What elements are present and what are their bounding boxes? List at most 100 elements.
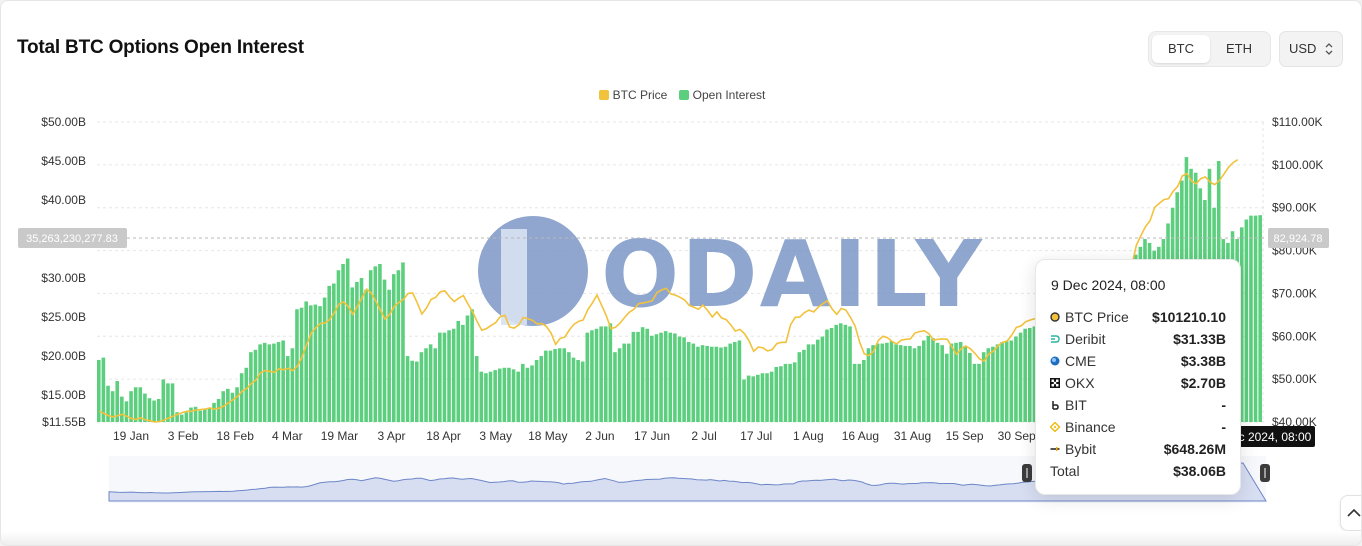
open-interest-bar[interactable] (447, 330, 451, 422)
open-interest-bar[interactable] (230, 392, 235, 422)
open-interest-bar[interactable] (97, 359, 101, 422)
open-interest-bar[interactable] (336, 270, 341, 422)
open-interest-bar[interactable] (244, 367, 249, 422)
open-interest-bar[interactable] (636, 331, 640, 422)
open-interest-bar[interactable] (599, 326, 603, 422)
open-interest-bar[interactable] (203, 409, 207, 422)
open-interest-bar[interactable] (792, 362, 797, 422)
open-interest-bar[interactable] (226, 388, 230, 422)
open-interest-bar[interactable] (696, 346, 700, 422)
open-interest-bar[interactable] (534, 359, 539, 422)
open-interest-bar[interactable] (820, 336, 825, 422)
open-interest-bar[interactable] (285, 356, 290, 422)
open-interest-bar[interactable] (525, 367, 530, 422)
open-interest-bar[interactable] (885, 342, 889, 422)
open-interest-bar[interactable] (133, 387, 138, 422)
open-interest-bar[interactable] (530, 365, 534, 422)
open-interest-bar[interactable] (442, 332, 447, 422)
open-interest-bar[interactable] (742, 379, 746, 422)
open-interest-bar[interactable] (825, 329, 829, 422)
open-interest-bar[interactable] (410, 360, 414, 422)
open-interest-bar[interactable] (267, 344, 272, 422)
open-interest-bar[interactable] (1000, 342, 1004, 422)
open-interest-bar[interactable] (198, 410, 202, 422)
open-interest-bar[interactable] (622, 343, 626, 422)
open-interest-bar[interactable] (806, 344, 811, 422)
open-interest-bar[interactable] (401, 262, 405, 422)
open-interest-bar[interactable] (871, 345, 875, 422)
open-interest-bar[interactable] (249, 352, 253, 422)
open-interest-bar[interactable] (511, 369, 516, 422)
open-interest-bar[interactable] (438, 332, 442, 422)
open-interest-bar[interactable] (926, 335, 931, 422)
open-interest-bar[interactable] (299, 307, 304, 422)
open-interest-bar[interactable] (880, 343, 885, 422)
open-interest-bar[interactable] (815, 339, 820, 422)
open-interest-bar[interactable] (470, 309, 474, 422)
open-interest-bar[interactable] (788, 363, 792, 422)
open-interest-bar[interactable] (627, 343, 631, 422)
open-interest-bar[interactable] (124, 401, 129, 422)
open-interest-bar[interactable] (1014, 336, 1018, 422)
open-interest-bar[interactable] (760, 373, 765, 422)
open-interest-bar[interactable] (954, 342, 958, 422)
open-interest-bar[interactable] (986, 348, 991, 422)
open-interest-bar[interactable] (981, 352, 986, 422)
open-interest-bar[interactable] (170, 383, 175, 422)
open-interest-bar[interactable] (903, 345, 908, 422)
open-interest-bar[interactable] (1009, 340, 1014, 422)
currency-select[interactable]: USD (1279, 31, 1343, 67)
open-interest-bar[interactable] (576, 359, 580, 422)
open-interest-bar[interactable] (995, 344, 1000, 422)
open-interest-bar[interactable] (350, 287, 355, 422)
open-interest-bar[interactable] (839, 323, 843, 422)
open-interest-bar[interactable] (262, 342, 267, 422)
open-interest-bar[interactable] (184, 412, 189, 422)
open-interest-bar[interactable] (719, 347, 723, 422)
open-interest-bar[interactable] (852, 363, 857, 422)
open-interest-bar[interactable] (175, 412, 179, 422)
open-interest-bar[interactable] (889, 341, 894, 422)
open-interest-bar[interactable] (811, 344, 815, 422)
open-interest-bar[interactable] (797, 352, 802, 422)
open-interest-bar[interactable] (940, 345, 944, 422)
open-interest-bar[interactable] (387, 289, 391, 422)
open-interest-bar[interactable] (479, 371, 484, 422)
open-interest-bar[interactable] (829, 327, 834, 422)
open-interest-bar[interactable] (650, 335, 654, 422)
open-interest-bar[interactable] (645, 328, 650, 422)
open-interest-bar[interactable] (834, 324, 838, 422)
open-interest-bar[interactable] (774, 366, 779, 422)
open-interest-bar[interactable] (428, 344, 433, 422)
open-interest-bar[interactable] (281, 340, 285, 422)
open-interest-bar[interactable] (166, 383, 170, 422)
open-interest-bar[interactable] (272, 343, 276, 422)
open-interest-bar[interactable] (161, 379, 166, 422)
open-interest-bar[interactable] (691, 343, 696, 422)
open-interest-bar[interactable] (313, 304, 318, 422)
open-interest-bar[interactable] (115, 381, 120, 422)
open-interest-bar[interactable] (391, 274, 396, 422)
open-interest-bar[interactable] (544, 350, 548, 422)
open-interest-bar[interactable] (917, 345, 921, 422)
open-interest-bar[interactable] (415, 361, 419, 422)
open-interest-bar[interactable] (728, 343, 732, 422)
open-interest-bar[interactable] (603, 326, 608, 422)
open-interest-bar[interactable] (898, 345, 903, 422)
open-interest-bar[interactable] (949, 343, 954, 422)
open-interest-bar[interactable] (567, 352, 571, 422)
open-interest-bar[interactable] (493, 370, 497, 422)
open-interest-bar[interactable] (147, 398, 152, 422)
open-interest-bar[interactable] (751, 376, 756, 422)
open-interest-bar[interactable] (714, 346, 719, 422)
open-interest-bar[interactable] (359, 278, 364, 422)
open-interest-bar[interactable] (673, 333, 677, 422)
open-interest-bar[interactable] (309, 305, 313, 422)
open-interest-bar[interactable] (1004, 341, 1009, 422)
open-interest-bar[interactable] (857, 363, 862, 422)
open-interest-bar[interactable] (659, 332, 663, 422)
tab-eth[interactable]: ETH (1226, 41, 1252, 56)
open-interest-bar[interactable] (912, 348, 917, 422)
open-interest-bar[interactable] (931, 338, 935, 422)
open-interest-bar[interactable] (756, 374, 760, 422)
